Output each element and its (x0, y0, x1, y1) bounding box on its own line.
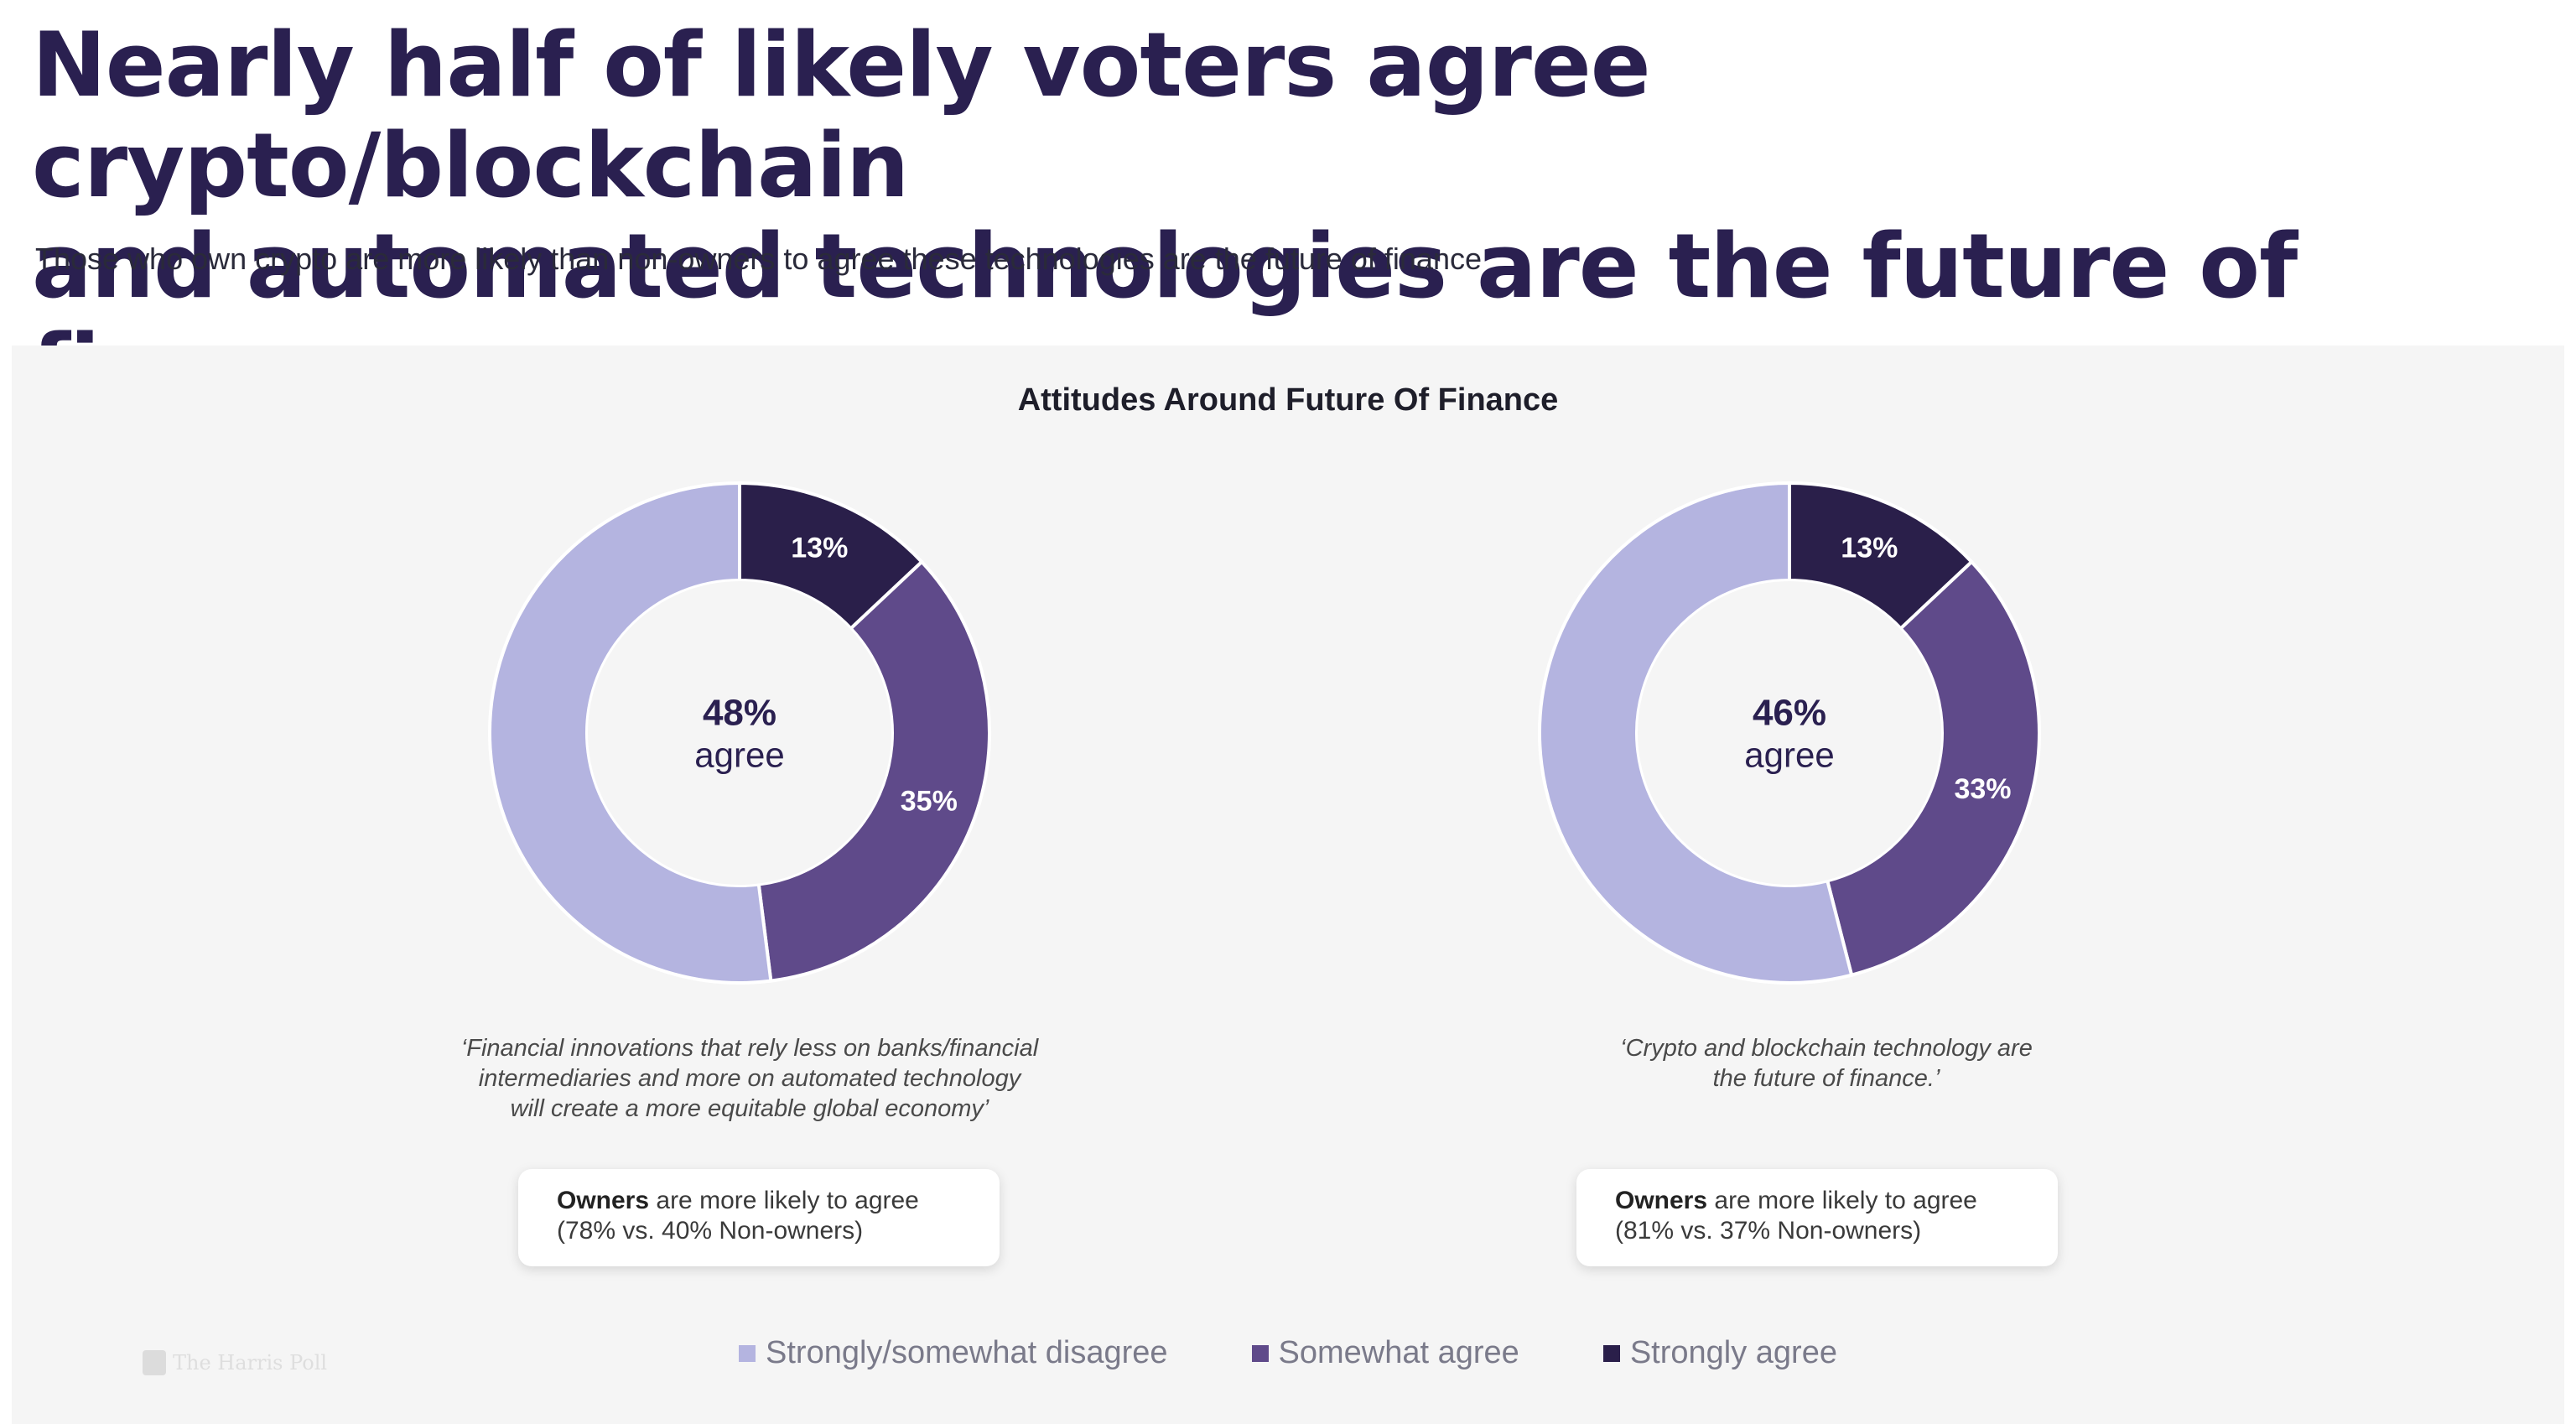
logo-text: The Harris Poll (173, 1351, 328, 1375)
donut-right-center-value: 46% (1753, 693, 1826, 734)
page-subtitle: Those who own crypto are more likely tha… (35, 242, 1482, 276)
donut-left-slice-0-label: 13% (791, 533, 848, 564)
chart-title: Attitudes Around Future Of Finance (1017, 382, 1559, 418)
donut-left-center-value: 48% (703, 693, 776, 734)
donut-right-slice-0-label: 13% (1841, 533, 1898, 564)
donut-left-slice-2 (488, 481, 773, 985)
legend-swatch-disagree (739, 1344, 756, 1362)
note-bold-right: Owners (1615, 1187, 1708, 1214)
note-bold-left: Owners (557, 1187, 650, 1214)
legend-item-somewhat: Somewhat agree (1251, 1335, 1519, 1371)
legend-item-strongly: Strongly agree (1602, 1335, 1837, 1371)
donut-left-slice-1-label: 35% (901, 785, 958, 817)
legend-label-strongly: Strongly agree (1629, 1335, 1837, 1370)
legend-item-disagree: Strongly/somewhat disagree (739, 1335, 1168, 1371)
note-line2-right: (81% vs. 37% Non-owners) (1615, 1217, 1922, 1245)
note-line2-left: (78% vs. 40% Non-owners) (557, 1217, 864, 1245)
donut-right-slice-1-label: 33% (1954, 773, 2011, 805)
donut-left-center-label: agree (694, 735, 784, 775)
page-title: Nearly half of likely voters agree crypt… (32, 15, 2547, 418)
donut-left-hole (588, 581, 891, 885)
legend-label-disagree: Strongly/somewhat disagree (766, 1335, 1168, 1370)
legend-label-somewhat: Somewhat agree (1278, 1335, 1519, 1370)
legend-swatch-strongly (1602, 1344, 1620, 1362)
caption-right: ‘Crypto and blockchain technology are th… (1620, 1035, 2033, 1092)
legend-swatch-somewhat (1251, 1344, 1269, 1362)
harris-poll-logo: The Harris Poll (143, 1350, 327, 1375)
owners-note-right: Owners are more likely to agree (81% vs.… (1576, 1169, 2058, 1266)
note-text-left: are more likely to agree (649, 1187, 919, 1214)
donut-left-slice-1 (756, 559, 991, 983)
donut-right-hole (1638, 581, 1941, 885)
chart-panel: Attitudes Around Future Of Finance 13% 35… (12, 346, 2564, 1424)
title-line-1: Nearly half of likely voters agree crypt… (32, 13, 1651, 217)
donut-right-center-label: agree (1744, 735, 1834, 775)
owners-note-left: Owners are more likely to agree (78% vs.… (518, 1169, 1000, 1266)
logo-mark-icon (143, 1350, 166, 1375)
caption-left: ‘Financial innovations that rely less on… (460, 1035, 1039, 1122)
donut-right-slice-1 (1825, 559, 2041, 978)
donut-right-slice-2 (1538, 481, 1854, 985)
chart-legend: Strongly/somewhat disagree Somewhat agre… (12, 1335, 2564, 1371)
note-text-right: are more likely to agree (1707, 1187, 1977, 1214)
